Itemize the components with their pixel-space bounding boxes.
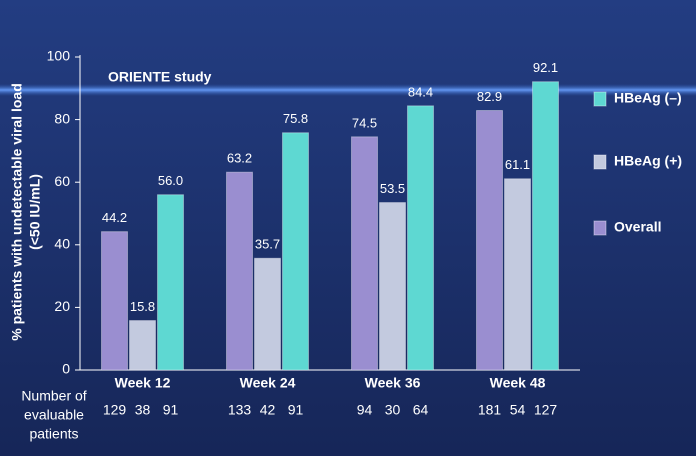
bar [129,320,156,371]
legend-swatch [593,220,607,236]
y-tick-label: 20 [54,298,70,314]
value-label: 44.2 [102,210,127,225]
value-label: 92.1 [533,60,558,75]
legend-label: HBeAg (–) [614,90,682,106]
n-value: 42 [260,402,276,418]
y-tick-label: 80 [54,110,70,126]
bar [101,231,128,371]
n-value: 129 [103,402,127,418]
n-value: 127 [534,402,558,418]
x-tick-label: Week 24 [240,375,296,391]
n-value: 133 [228,402,252,418]
n-value: 91 [288,402,304,418]
n-value: 54 [510,402,526,418]
value-label: 53.5 [380,181,405,196]
n-value: 64 [413,402,429,418]
value-label: 56.0 [158,173,183,188]
annotation: ORIENTE study [108,69,212,85]
x-tick-label: Week 48 [490,375,546,391]
n-value: 94 [357,402,373,418]
value-label: 74.5 [352,115,377,130]
n-value: 181 [478,402,502,418]
n-label: patients [29,426,78,442]
bar [476,110,503,371]
value-label: 75.8 [283,111,308,126]
bar [351,136,378,371]
n-value: 30 [385,402,401,418]
y-tick-label: 40 [54,236,70,252]
value-label: 82.9 [477,89,502,104]
x-tick-label: Week 36 [365,375,421,391]
n-label: Number of [21,388,86,404]
n-value: 38 [135,402,151,418]
bar [157,194,184,371]
bar [282,132,309,371]
legend-label: HBeAg (+) [614,153,682,169]
value-label: 35.7 [255,237,280,252]
x-tick-label: Week 12 [115,375,171,391]
highlight-band [0,84,696,96]
legend-swatch [593,154,607,170]
legend-label: Overall [614,219,661,235]
value-label: 15.8 [130,299,155,314]
bar [532,81,559,371]
n-value: 91 [163,402,179,418]
bar [504,178,531,371]
bar [379,202,406,371]
y-tick-label: 100 [47,48,71,64]
legend-swatch [593,91,607,107]
n-label: evaluable [24,407,84,423]
bar [226,171,253,371]
bar [407,105,434,371]
value-label: 61.1 [505,157,530,172]
y-axis-label: % patients with undetectable viral load [9,83,25,341]
value-label: 84.4 [408,84,433,99]
y-axis-label: (<50 IU/mL) [27,174,43,250]
y-tick-label: 0 [62,361,70,377]
bar [254,257,281,371]
value-label: 63.2 [227,151,252,166]
y-tick-label: 60 [54,173,70,189]
